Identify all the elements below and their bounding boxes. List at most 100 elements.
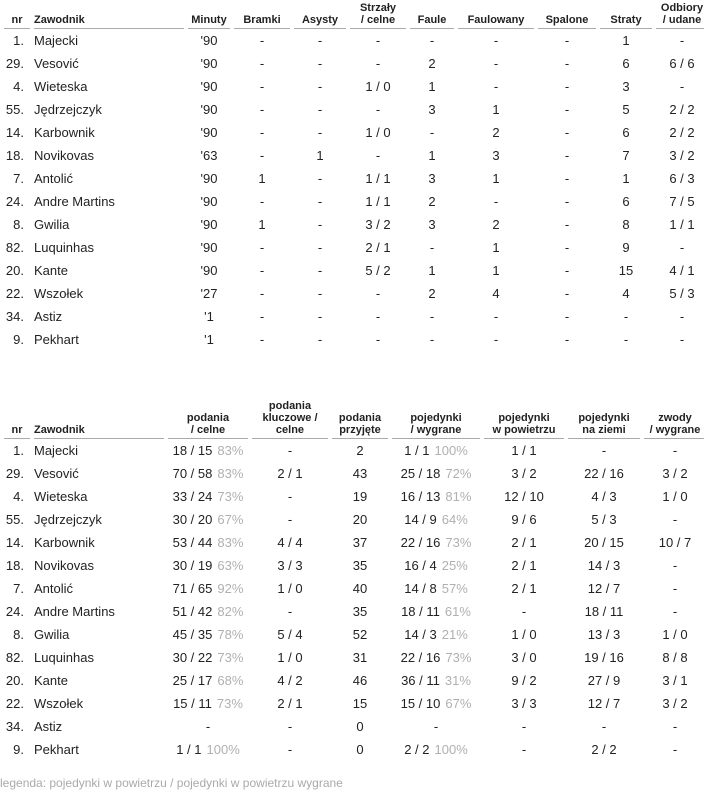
stat-cell: 22 / 16 73% xyxy=(392,646,480,669)
header-line: na ziemi xyxy=(582,424,626,436)
stat-cell: 35 xyxy=(352,604,368,619)
player-row: 34. Astiz '1 - - - - - - - - xyxy=(4,305,704,328)
player-name: Wszołek xyxy=(34,696,84,711)
header-line: Bramki xyxy=(243,14,281,26)
stat-cell: 1 / 1 xyxy=(511,443,537,458)
stat-cell: - xyxy=(375,56,381,71)
stat-cell: - xyxy=(672,604,678,619)
stat-cell: - xyxy=(259,309,265,324)
stat-value: 16 / 13 xyxy=(400,489,441,504)
stat-cell: '90 xyxy=(200,33,218,48)
header-line: zwody xyxy=(658,412,692,424)
header-line: Zawodnik xyxy=(34,424,85,436)
stat-cell: - xyxy=(672,558,678,573)
stat-cell: 4 / 4 xyxy=(277,535,303,550)
stat-cell: - xyxy=(564,79,570,94)
player-name: Vesović xyxy=(34,466,79,481)
stat-value: 18 / 11 xyxy=(401,604,440,619)
table-body: 1. Majecki '90- - - - - -1-29. Vesović '90- - -2- -6… xyxy=(4,29,704,351)
header-line: pojedynki xyxy=(578,412,630,424)
stat-cell: - xyxy=(433,719,439,734)
stat-cell: 0 xyxy=(356,742,364,757)
stat-cell: 2 / 2 xyxy=(669,102,695,117)
stat-cell: 1 / 1 xyxy=(669,217,695,232)
stat-cell: - xyxy=(564,56,570,71)
stat-percent: 92% xyxy=(217,581,244,596)
header-line: kluczowe / xyxy=(262,412,318,424)
stat-cell: '1 xyxy=(204,309,214,324)
stat-cell: 15 / 11 73% xyxy=(168,692,248,715)
stat-cell: 2 / 1 xyxy=(511,535,537,550)
stat-cell: - xyxy=(564,286,570,301)
stat-cell: 25 / 17 68% xyxy=(168,669,248,692)
player-number: 82. xyxy=(5,650,24,665)
stat-cell: 2 / 2 100% xyxy=(392,738,480,761)
stat-cell: - xyxy=(259,125,265,140)
stat-percent: 67% xyxy=(445,696,472,711)
stat-cell: - xyxy=(672,719,678,734)
stat-cell: - xyxy=(205,719,211,734)
player-number: 14. xyxy=(5,535,24,550)
player-name: Astiz xyxy=(34,719,63,734)
stat-cell: - xyxy=(375,148,381,163)
player-row: 4. Wieteska 33 / 24 73% - 19 16 / 13 81% 12 / 10… xyxy=(4,485,704,508)
header-line: przyjęte xyxy=(339,424,381,436)
player-name: Karbownik xyxy=(34,125,95,140)
player-name: Jędrzejczyk xyxy=(34,102,102,117)
stat-cell: - xyxy=(317,56,323,71)
stat-cell: 1 xyxy=(492,263,500,278)
player-number: 4. xyxy=(13,489,24,504)
stat-cell: - xyxy=(259,79,265,94)
column-header: Faulowany xyxy=(458,2,534,29)
stat-cell: 12 / 7 xyxy=(587,581,621,596)
stat-percent: 100% xyxy=(434,742,468,757)
stat-value: 45 / 35 xyxy=(172,627,213,642)
stat-cell: - xyxy=(521,742,527,757)
stat-cell: - xyxy=(564,240,570,255)
stat-cell: 14 / 8 57% xyxy=(392,577,480,600)
player-name: Novikovas xyxy=(34,558,94,573)
stat-cell: - xyxy=(317,240,323,255)
match-stats-table: nr Zawodnik Minuty Bramki Asysty Strzały / cel… xyxy=(0,2,704,351)
header-line: nr xyxy=(11,424,23,436)
player-name: Andre Martins xyxy=(34,194,115,209)
stat-cell: 53 / 44 83% xyxy=(168,531,248,554)
player-number: 82. xyxy=(5,240,24,255)
stat-cell: 3 xyxy=(428,102,436,117)
player-number: 29. xyxy=(5,56,24,71)
stat-cell: 6 xyxy=(622,194,630,209)
stat-cell: 22 / 16 73% xyxy=(392,531,480,554)
player-name: Gwilia xyxy=(34,217,70,232)
stat-cell: 6 / 6 xyxy=(669,56,695,71)
stat-cell: 52 xyxy=(352,627,368,642)
stat-cell: 6 / 3 xyxy=(669,171,695,186)
stat-cell: 1 xyxy=(428,263,436,278)
column-header: Odbiory / udane xyxy=(656,2,704,29)
player-name: Pekhart xyxy=(34,332,79,347)
stat-cell: 4 xyxy=(492,286,500,301)
stat-cell: - xyxy=(287,604,293,619)
stat-cell: 1 / 0 xyxy=(511,627,537,642)
stat-cell: 1 / 0 xyxy=(277,581,303,596)
stat-cell: - xyxy=(564,263,570,278)
player-name: Jędrzejczyk xyxy=(34,512,102,527)
stat-cell: 7 xyxy=(622,148,630,163)
stat-percent: 67% xyxy=(217,512,244,527)
stat-percent: 83% xyxy=(217,443,244,458)
stat-cell: 2 / 1 xyxy=(365,240,391,255)
stat-cell: '90 xyxy=(200,102,218,117)
stat-cell: - xyxy=(429,125,435,140)
stat-cell: - xyxy=(601,719,607,734)
stat-cell: - xyxy=(679,309,685,324)
stat-cell: - xyxy=(521,604,527,619)
stat-cell: - xyxy=(375,286,381,301)
stat-cell: 22 / 16 xyxy=(584,466,624,481)
stat-cell: - xyxy=(317,194,323,209)
player-number: 24. xyxy=(5,194,24,209)
stat-cell: - xyxy=(317,217,323,232)
stat-cell: 6 xyxy=(622,56,630,71)
table-body: 1. Majecki 18 / 15 83% -2 1 / 1 100% 1 / 1- -29.… xyxy=(4,439,704,761)
stat-cell: 12 / 7 xyxy=(587,696,621,711)
stat-cell: 12 / 10 xyxy=(504,489,544,504)
header-line: Strzały xyxy=(359,2,397,14)
